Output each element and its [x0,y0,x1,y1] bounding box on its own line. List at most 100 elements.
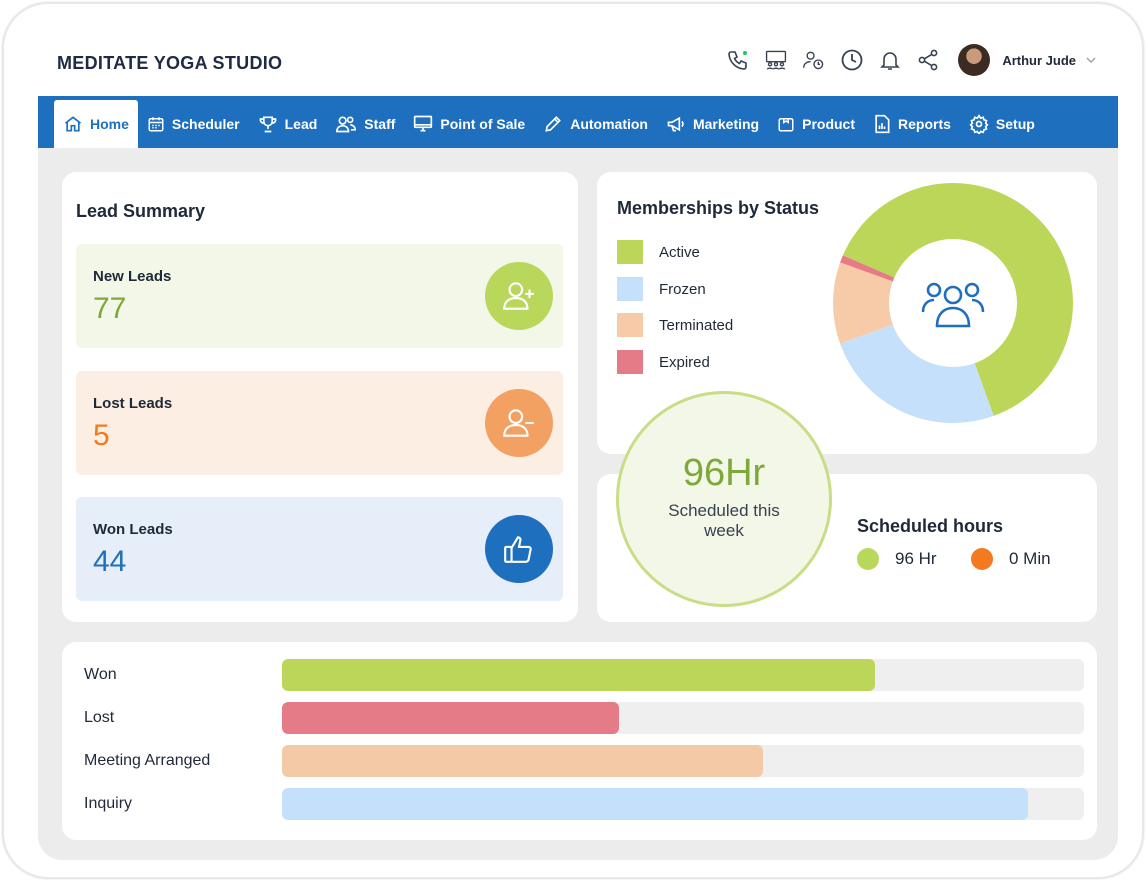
trophy-icon [259,116,277,133]
bar-label: Won [84,666,117,683]
bell-icon[interactable] [878,48,902,72]
lost-leads-label: Lost Leads [93,395,173,412]
scheduled-hours-caption: Scheduled this week [668,501,780,540]
staff-icon [336,116,357,133]
legend-label: 96 Hr [895,549,937,568]
user-minus-icon [485,389,553,457]
legend-expired: Expired [617,350,710,374]
scheduled-hours-title: Scheduled hours [857,516,1004,536]
calendar-icon [148,117,164,132]
nav-label: Product [802,116,855,132]
nav-scheduler[interactable]: Scheduler [138,100,249,148]
bar-track [282,702,1084,734]
user-clock-icon[interactable] [802,48,826,72]
bar-label: Inquiry [84,795,133,812]
legend-terminated: Terminated [617,313,733,337]
main-nav: Home Scheduler Lead Staff Point of Sale … [38,96,1118,148]
legend-active: Active [617,240,700,264]
memberships-title: Memberships by Status [617,198,820,218]
bar-fill-lost [282,702,619,734]
home-icon [64,116,82,132]
clock-icon[interactable] [840,48,864,72]
lost-leads-value: 5 [93,419,110,452]
top-bar: MEDITATE YOGA STUDIO [38,26,1118,96]
won-leads-value: 44 [93,545,127,578]
group-icon [921,282,985,328]
memberships-donut-chart [833,183,1073,423]
legend-swatch [617,350,643,374]
bar-row-won: Won [84,659,1084,691]
nav-setup[interactable]: Setup [960,100,1044,148]
product-icon [778,118,794,132]
legend-label: Frozen [659,280,706,298]
nav-label: Scheduler [171,116,240,132]
nav-point-of-sale[interactable]: Point of Sale [404,100,534,148]
nav-label: Staff [364,116,396,132]
bar-track [282,659,1084,691]
app-screen: MEDITATE YOGA STUDIO [38,26,1118,860]
monitor-icon [414,115,433,132]
lead-summary-title: Lead Summary [76,201,206,221]
scheduled-hours-value: 96Hr [682,452,766,494]
won-leads-box[interactable]: Won Leads 44 [76,497,563,601]
report-icon [875,114,890,134]
nav-staff[interactable]: Staff [326,100,404,148]
legend-label: Terminated [659,316,734,334]
legend-swatch [617,277,643,301]
user-plus-icon [485,262,553,330]
nav-marketing[interactable]: Marketing [657,100,768,148]
bar-track [282,788,1084,820]
nav-lead[interactable]: Lead [249,100,327,148]
share-icon[interactable] [916,48,940,72]
legend-dot [857,548,879,570]
nav-label: Reports [898,116,951,132]
nav-label: Setup [995,116,1035,132]
classroom-icon[interactable] [764,48,788,72]
new-leads-box[interactable]: New Leads 77 [76,244,563,348]
nav-reports[interactable]: Reports [864,100,960,148]
legend-label: Expired [659,353,710,371]
phone-icon[interactable] [726,48,750,72]
nav-label: Automation [570,116,648,132]
nav-label: Home [90,116,129,132]
bar-fill-inquiry [282,788,1028,820]
nav-automation[interactable]: Automation [534,100,657,148]
nav-label: Lead [284,116,318,132]
nav-home[interactable]: Home [54,100,138,148]
won-leads-label: Won Leads [93,521,173,538]
scheduled-hours-circle: 96Hr Scheduled this week [616,391,832,607]
lead-status-bar-chart: Won Lost Meeting Arranged Inquiry [62,642,1097,840]
bar-row-inquiry: Inquiry [84,788,1084,820]
hours-legend-hr: 96 Hr [857,548,937,570]
lost-leads-box[interactable]: Lost Leads 5 [76,371,563,475]
nav-label: Point of Sale [440,116,526,132]
megaphone-icon [667,116,684,132]
bar-fill-meeting-arranged [282,745,764,777]
bar-track [282,745,1084,777]
legend-swatch [617,313,643,337]
app-title: MEDITATE YOGA STUDIO [57,53,283,73]
chevron-down-icon[interactable] [1084,53,1098,67]
legend-label: Active [659,243,700,261]
legend-dot [971,548,993,570]
gear-icon [969,114,989,134]
nav-product[interactable]: Product [768,100,864,148]
legend-swatch [617,240,643,264]
bar-fill-won [282,659,876,691]
bar-row-lost: Lost [84,702,1084,734]
thumbs-up-icon [485,515,553,583]
top-icons: Arthur Jude [726,40,1118,80]
bar-label: Lost [84,709,115,726]
new-leads-value: 77 [93,292,127,325]
new-leads-label: New Leads [93,268,172,285]
bar-label: Meeting Arranged [84,752,211,769]
lead-summary-card: Lead Summary New Leads 77 Lost Leads 5 W… [62,172,578,622]
pencil-icon [545,116,562,132]
user-name[interactable]: Arthur Jude [1002,52,1076,68]
bar-row-meeting-arranged: Meeting Arranged [84,745,1084,777]
avatar[interactable] [958,44,991,76]
nav-label: Marketing [692,116,760,132]
hours-legend-min: 0 Min [971,548,1051,570]
legend-label: 0 Min [1009,549,1051,568]
